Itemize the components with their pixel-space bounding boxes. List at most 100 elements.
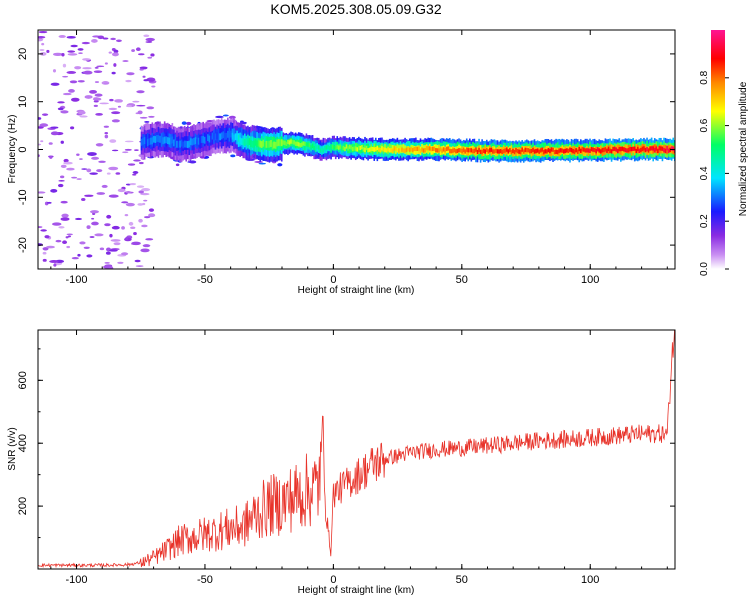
noise-speckle [103, 82, 109, 85]
ridge-cell [526, 147, 528, 153]
ridge-cell [273, 141, 275, 149]
ridge-cell [210, 135, 212, 143]
ridge-cell [489, 148, 491, 153]
ridge-cell [430, 147, 433, 152]
noise-speckle [148, 79, 155, 82]
ridge-cell [388, 143, 391, 153]
ridge-cell [487, 149, 490, 154]
ridge-cell [338, 145, 340, 150]
ridge-cell [325, 145, 328, 150]
ridge-cell [521, 147, 524, 152]
noise-speckle [49, 155, 53, 159]
ridge-cell [367, 148, 369, 153]
ridge-cell [387, 147, 389, 152]
noise-speckle [117, 261, 124, 264]
noise-speckle [50, 82, 60, 86]
noise-speckle [62, 75, 69, 78]
ridge-cell [282, 140, 285, 145]
ridge-cell [362, 147, 365, 152]
noise-speckle [140, 192, 150, 196]
ridge-cell [604, 147, 607, 152]
noise-speckle [63, 158, 69, 163]
x-tick-label: -50 [197, 274, 213, 286]
ridge-cell [231, 132, 234, 140]
snr-x-ticks: -100 -50 0 50 100 [50, 330, 668, 586]
ridge-cell [299, 143, 302, 148]
colorbar-tick-label: 0.2 [699, 214, 710, 228]
ridge-cell [664, 148, 667, 153]
noise-speckle [139, 116, 148, 119]
noise-speckle [96, 192, 106, 195]
ridge-cell [307, 142, 309, 147]
ridge-cell [473, 148, 476, 154]
noise-speckle [106, 172, 111, 175]
ridge-cell [516, 148, 519, 154]
noise-speckle [102, 37, 109, 40]
noise-speckle [50, 126, 59, 129]
noise-speckle [81, 197, 86, 201]
ridge-cell [365, 145, 368, 151]
noise-speckle [91, 156, 100, 160]
noise-speckle [92, 97, 102, 101]
ridge-cell [239, 137, 241, 145]
ridge-cell [310, 145, 312, 150]
noise-speckle [99, 102, 109, 105]
ridge-cell [262, 139, 265, 147]
noise-speckle [113, 242, 121, 246]
ridge-cell [467, 148, 470, 153]
ridge-cell [512, 148, 514, 154]
ridge-cell [151, 137, 154, 145]
ridge-cell [214, 133, 217, 141]
ridge-cell [176, 140, 178, 148]
noise-speckle [142, 75, 146, 78]
ridge-cell [442, 147, 445, 152]
noise-speckle [111, 149, 119, 152]
ridge-cell [165, 136, 167, 144]
x-tick-label: 0 [330, 574, 336, 586]
ridge-cell [378, 147, 380, 152]
ridge-cell [616, 148, 619, 154]
noise-speckle [134, 149, 139, 152]
noise-speckle [124, 214, 129, 217]
noise-speckle [94, 93, 103, 97]
noise-speckle [60, 164, 67, 169]
ridge-cell [299, 138, 302, 148]
noise-speckle [146, 106, 155, 110]
noise-speckle [135, 265, 144, 267]
snr-y-ticks: 200 400 600 [17, 348, 675, 539]
ridge-cell [384, 147, 386, 153]
ridge-cell [610, 149, 613, 154]
ridge-cell [505, 147, 508, 152]
ridge-cell [530, 148, 533, 154]
noise-speckle [38, 117, 42, 120]
ridge-cell [418, 146, 420, 151]
noise-speckle [145, 238, 154, 241]
ridge-cell [205, 134, 208, 142]
ridge-cell [650, 146, 653, 151]
noise-speckle [84, 95, 93, 99]
ridge-cell [237, 134, 240, 142]
ridge-cell [527, 148, 530, 153]
ridge-cell [627, 148, 630, 153]
ridge-cell [391, 148, 394, 154]
ridge-cell [579, 148, 582, 153]
ridge-cell [217, 133, 220, 141]
ridge-cell [256, 140, 258, 148]
ridge-cell [590, 147, 593, 156]
ridge-cell [647, 148, 650, 153]
ridge-cell [213, 132, 215, 140]
noise-speckle [60, 217, 70, 221]
ridge-cell [385, 148, 388, 153]
noise-speckle [63, 161, 73, 165]
snr-panel: -100 -50 0 50 100 200 400 600 Height of straig… [7, 329, 676, 596]
noise-speckle [78, 52, 83, 54]
ridge-cell [382, 147, 385, 152]
ridge-cell [348, 144, 351, 154]
noise-speckle [96, 65, 105, 68]
noise-speckle [38, 191, 46, 194]
noise-speckle [79, 158, 83, 160]
ridge-cell [296, 141, 298, 146]
noise-speckle [82, 67, 92, 70]
noise-speckle [48, 142, 53, 145]
ridge-cell [621, 146, 624, 156]
